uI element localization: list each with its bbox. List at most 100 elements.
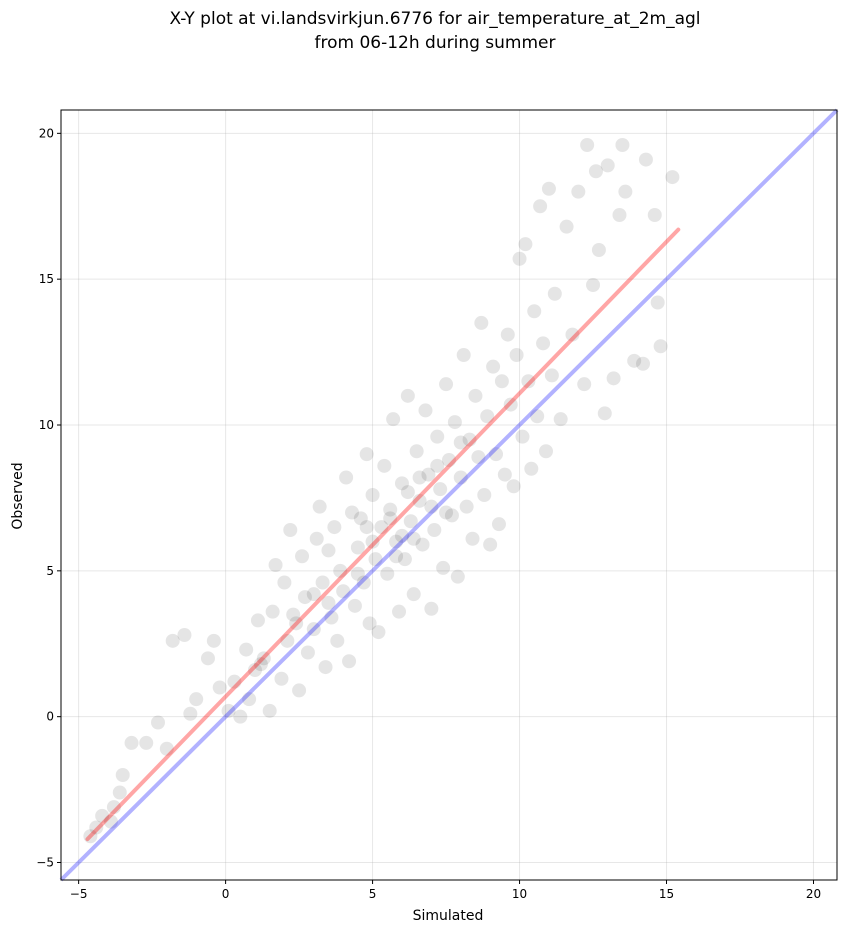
data-point [371, 625, 386, 640]
data-point [591, 243, 606, 257]
data-point [112, 785, 127, 800]
y-tick-label: 10 [39, 418, 54, 432]
data-point [500, 327, 515, 342]
data-point [221, 703, 236, 718]
data-point [356, 575, 371, 590]
data-point [389, 534, 404, 549]
data-point [256, 651, 271, 666]
data-point [239, 642, 254, 657]
data-point [636, 356, 650, 371]
data-point [377, 458, 392, 473]
data-point [306, 587, 321, 602]
data-point [533, 199, 548, 214]
data-point [447, 415, 462, 430]
data-point [442, 453, 456, 467]
data-point [453, 470, 468, 485]
x-axis-label: Simulated [413, 908, 484, 924]
data-point [397, 552, 412, 567]
data-point [283, 523, 298, 537]
data-point [321, 595, 336, 610]
data-point [365, 488, 380, 502]
data-point [577, 377, 592, 392]
data-point [206, 633, 221, 648]
data-point [439, 505, 454, 520]
data-point [89, 820, 104, 835]
data-point [480, 409, 495, 424]
y-tick-label: 20 [39, 126, 54, 140]
data-point [638, 152, 653, 167]
data-points [83, 138, 680, 844]
data-point [436, 560, 451, 575]
data-point [365, 534, 380, 549]
data-point [588, 164, 603, 179]
data-point [262, 703, 277, 718]
data-point [300, 645, 315, 660]
data-point [83, 829, 98, 844]
data-point [312, 499, 327, 514]
chart-title-line-1: X-Y plot at vi.landsvirkjun.6776 for air… [169, 9, 700, 29]
data-point [459, 499, 474, 514]
data-point [530, 409, 545, 424]
data-point [544, 368, 559, 383]
data-point [462, 432, 477, 447]
data-point [200, 651, 215, 666]
x-tick-label: 20 [806, 887, 821, 901]
data-point [541, 181, 556, 196]
data-point [412, 470, 427, 485]
chart-title-line-2: from 06-12h during summer [315, 33, 556, 53]
data-point [430, 429, 445, 444]
data-point [286, 607, 301, 622]
data-point [347, 598, 362, 613]
y-axis-label: Observed [10, 462, 26, 529]
data-point [615, 138, 630, 152]
data-point [374, 520, 389, 535]
data-point [491, 517, 506, 532]
data-point [139, 735, 154, 750]
data-point [242, 692, 257, 707]
data-point [600, 158, 615, 173]
data-point [277, 575, 292, 590]
data-point [468, 388, 483, 403]
data-point [106, 800, 121, 815]
data-point [536, 336, 551, 351]
data-point [427, 523, 442, 537]
data-point [474, 315, 489, 330]
data-point [250, 613, 265, 628]
data-point [665, 170, 680, 185]
data-point [189, 692, 204, 707]
data-point [333, 563, 348, 578]
data-point [627, 353, 642, 368]
data-point [280, 633, 295, 648]
x-tick-label: 10 [512, 887, 527, 901]
data-point [521, 374, 536, 389]
data-point [289, 616, 304, 631]
data-point [392, 604, 407, 619]
data-point [486, 359, 501, 374]
data-point [489, 447, 504, 462]
data-point [268, 558, 283, 572]
y-axis-ticks: −5 0 5 10 15 20 [36, 126, 61, 870]
data-point [424, 601, 439, 616]
data-point [415, 537, 430, 552]
data-point [339, 470, 354, 485]
data-point [389, 549, 404, 564]
data-point [400, 485, 415, 500]
data-point [503, 397, 518, 412]
data-point [315, 575, 330, 590]
data-point [359, 520, 374, 535]
identity-line [59, 108, 839, 882]
data-point [406, 587, 421, 602]
data-point [650, 295, 665, 310]
data-point [433, 482, 448, 497]
data-point [409, 444, 424, 459]
reference-lines [59, 108, 839, 882]
data-point [406, 531, 421, 546]
data-point [115, 768, 130, 782]
data-point [618, 184, 633, 199]
data-point [506, 479, 521, 494]
data-point [380, 566, 395, 581]
data-point [159, 741, 174, 756]
data-point [456, 348, 471, 362]
data-point [465, 531, 480, 546]
data-point [151, 715, 165, 730]
